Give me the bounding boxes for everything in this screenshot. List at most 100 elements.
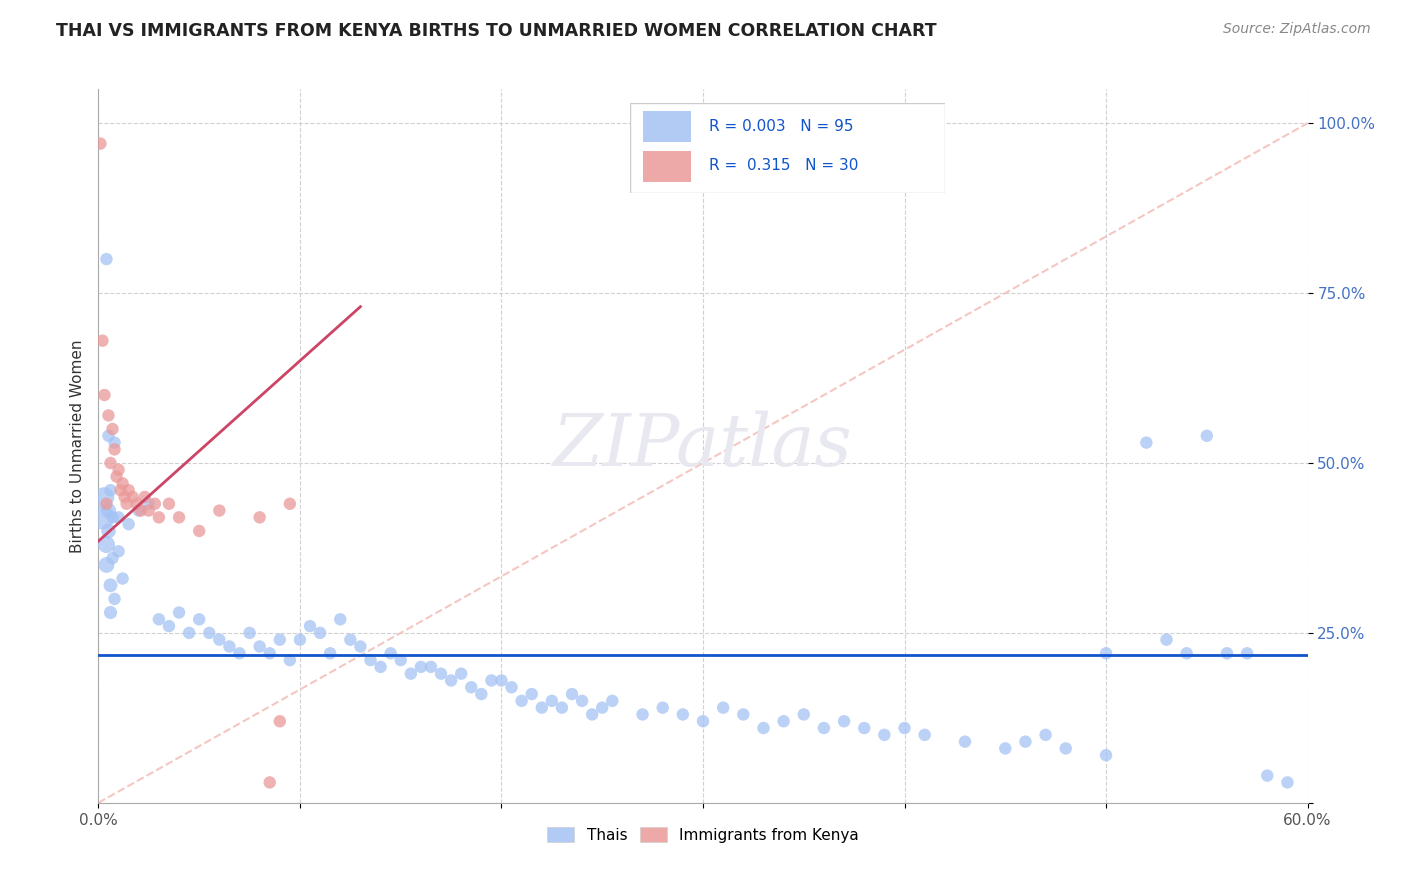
Point xyxy=(103,442,125,457)
Point xyxy=(309,626,332,640)
Text: Source: ZipAtlas.com: Source: ZipAtlas.com xyxy=(1223,22,1371,37)
Point xyxy=(339,632,361,647)
Point xyxy=(269,714,291,729)
Point xyxy=(89,136,111,151)
Point xyxy=(793,707,815,722)
Point xyxy=(167,510,190,524)
Point xyxy=(208,632,231,647)
Point xyxy=(118,483,141,498)
Point xyxy=(100,456,122,470)
Point xyxy=(114,490,136,504)
Point xyxy=(602,694,624,708)
Point xyxy=(591,700,613,714)
Point xyxy=(1095,646,1118,660)
Point xyxy=(360,653,382,667)
Point xyxy=(105,469,128,483)
Point xyxy=(430,666,453,681)
Point xyxy=(138,497,160,511)
Point xyxy=(107,510,129,524)
Point xyxy=(148,612,170,626)
Point xyxy=(167,606,190,620)
Point xyxy=(218,640,240,654)
Point xyxy=(96,497,118,511)
Point xyxy=(530,700,553,714)
Point xyxy=(125,497,148,511)
Point xyxy=(97,409,120,423)
Point xyxy=(772,714,794,729)
Point xyxy=(111,476,134,491)
Point xyxy=(288,632,311,647)
Point xyxy=(107,544,129,558)
Point xyxy=(1035,728,1057,742)
Point xyxy=(157,619,180,633)
Point xyxy=(1175,646,1198,660)
Point xyxy=(157,497,180,511)
Point xyxy=(188,524,211,538)
Point xyxy=(540,694,562,708)
Point xyxy=(561,687,583,701)
Point xyxy=(1156,632,1178,647)
Point xyxy=(581,707,603,722)
Point xyxy=(420,660,443,674)
Point xyxy=(733,707,755,722)
Point xyxy=(370,660,392,674)
Point xyxy=(143,497,166,511)
Point xyxy=(96,252,118,266)
Point xyxy=(97,429,120,443)
Point xyxy=(1216,646,1239,660)
Point xyxy=(409,660,432,674)
Point xyxy=(349,640,371,654)
Point xyxy=(249,510,271,524)
Point xyxy=(239,626,262,640)
Point xyxy=(832,714,855,729)
Point xyxy=(101,510,124,524)
Point xyxy=(101,551,124,566)
Point xyxy=(551,700,574,714)
Point xyxy=(692,714,714,729)
Point xyxy=(97,524,120,538)
Point xyxy=(278,653,301,667)
Point xyxy=(1195,429,1218,443)
Point xyxy=(111,572,134,586)
Point xyxy=(440,673,463,688)
Point xyxy=(93,388,115,402)
Point xyxy=(259,646,281,660)
Point xyxy=(128,503,150,517)
Point xyxy=(460,680,482,694)
Point xyxy=(329,612,352,626)
Point xyxy=(914,728,936,742)
Point xyxy=(198,626,221,640)
Point xyxy=(1095,748,1118,763)
Point xyxy=(107,463,129,477)
Point xyxy=(249,640,271,654)
Point xyxy=(100,578,122,592)
Point xyxy=(319,646,342,660)
Point xyxy=(115,497,138,511)
Point xyxy=(1277,775,1299,789)
Point xyxy=(101,422,124,436)
Point xyxy=(148,510,170,524)
Point xyxy=(501,680,523,694)
Point xyxy=(893,721,915,735)
Point xyxy=(103,591,125,606)
Point xyxy=(631,707,654,722)
Point xyxy=(100,483,122,498)
Point xyxy=(380,646,402,660)
Point xyxy=(953,734,976,748)
Point xyxy=(651,700,673,714)
Point xyxy=(96,558,118,572)
Point xyxy=(208,503,231,517)
Point xyxy=(752,721,775,735)
Point xyxy=(389,653,412,667)
Point xyxy=(93,490,115,504)
Point xyxy=(481,673,503,688)
Text: THAI VS IMMIGRANTS FROM KENYA BIRTHS TO UNMARRIED WOMEN CORRELATION CHART: THAI VS IMMIGRANTS FROM KENYA BIRTHS TO … xyxy=(56,22,936,40)
Point xyxy=(1014,734,1036,748)
Point xyxy=(129,503,152,517)
Y-axis label: Births to Unmarried Women: Births to Unmarried Women xyxy=(69,339,84,553)
Point xyxy=(118,517,141,532)
Point xyxy=(138,503,160,517)
Point xyxy=(259,775,281,789)
Point xyxy=(672,707,695,722)
Point xyxy=(571,694,593,708)
